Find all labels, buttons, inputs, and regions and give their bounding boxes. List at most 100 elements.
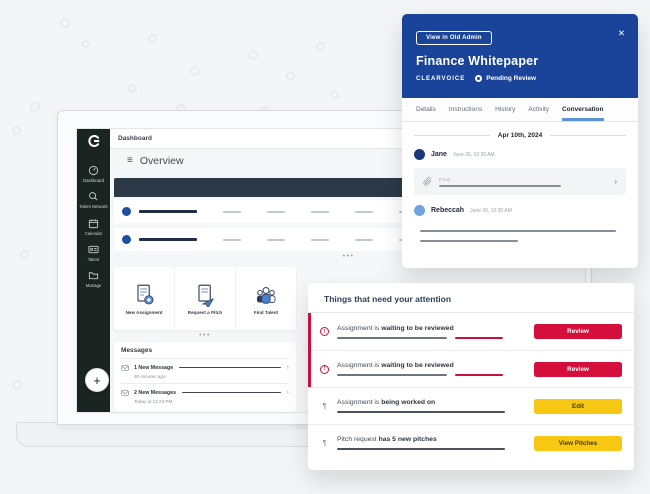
clearvoice-logo-icon (87, 134, 101, 153)
row-text: Assignment is (337, 324, 382, 332)
attention-row: ¶ Assignment is being worked on Edit (308, 387, 634, 424)
row-text-bold: waiting to be reviewed (381, 324, 454, 332)
conversation-header: View in Old Admin ✕ Finance Whitepaper C… (402, 14, 638, 98)
brand-label: CLEARVOICE (416, 75, 466, 82)
row-avatar-dot (122, 235, 131, 244)
date-label: Apr 10th, 2024 (497, 132, 543, 139)
row-text: Assignment is (337, 362, 382, 369)
decor-ring (286, 72, 295, 81)
skeleton-dash (355, 210, 373, 213)
conversation-message: Rebeccah June 26, 10:35 AM (414, 205, 626, 216)
decor-ring (20, 250, 29, 259)
decor-ring (148, 34, 157, 43)
envelope-icon (121, 365, 129, 371)
skeleton-dash (311, 210, 329, 213)
alert-rows: ! Assignment is waiting to be reviewed R… (308, 313, 634, 387)
skeleton-dash (223, 210, 241, 213)
conversation-message: Jane June 26, 10:30 AM (414, 149, 626, 160)
row-text-bold: being worked on (381, 399, 436, 406)
tab-details[interactable]: Details (416, 106, 436, 113)
overview-header: ≡ Overview (127, 155, 184, 167)
decor-ring (248, 50, 258, 60)
skeleton-dash (267, 210, 285, 213)
sidebar-item-dashboard[interactable]: Dashboard (77, 161, 110, 187)
tab-activity[interactable]: Activity (528, 106, 549, 113)
calendar-icon (88, 219, 99, 228)
chevron-right-icon[interactable]: › (286, 389, 289, 396)
file-attachment[interactable]: FILE › (414, 168, 626, 195)
action-label: New Assignment (125, 309, 163, 315)
decor-ring (12, 380, 22, 390)
gauge-icon (88, 165, 99, 176)
conversation-body: Apr 10th, 2024 Jane June 26, 10:30 AM FI… (402, 122, 638, 242)
new-assignment-icon (137, 284, 154, 305)
attention-title: Things that need your attention (324, 294, 452, 304)
message-title: 2 New Messages (134, 389, 177, 396)
avatar (414, 149, 425, 160)
sidebar-item-label: Talent Network (79, 204, 108, 210)
sender-name: Rebeccah (431, 207, 465, 214)
skeleton-dash (267, 238, 285, 241)
action-label: Request a Pitch (187, 309, 223, 315)
decor-ring (30, 102, 40, 112)
sidebar-item-label: Calendar (84, 230, 103, 236)
tab-instructions[interactable]: Instructions (448, 106, 483, 113)
add-button[interactable]: + (85, 368, 109, 392)
row-text-bold: has 5 new pitches (378, 436, 437, 443)
tab-bar: Details Instructions History Activity Co… (402, 98, 638, 122)
review-button[interactable]: Review (534, 324, 622, 339)
message-timestamp: June 26, 10:35 AM (470, 207, 512, 214)
page-title: Overview (139, 155, 184, 167)
message-list-item[interactable]: 1 New Message › 20 minutes ago (121, 359, 289, 383)
ellipsis: ••• (342, 253, 355, 260)
topbar-title: Dashboard (118, 135, 152, 142)
action-request-pitch[interactable]: Request a Pitch (174, 267, 235, 330)
row-avatar-dot (122, 207, 131, 216)
pending-status-icon (475, 75, 483, 82)
sidebar-item-talent-network[interactable]: Talent Network (77, 187, 110, 213)
sidebar-item-manage[interactable]: Manage (77, 266, 110, 292)
sidebar-item-label: Manage (85, 283, 102, 289)
chevron-right-icon[interactable]: › (614, 177, 617, 186)
status-badge: Pending Review (475, 75, 536, 82)
chevron-right-icon[interactable]: › (286, 364, 289, 371)
decor-ring (330, 90, 339, 99)
sidebar-item-talent[interactable]: Talent (77, 240, 110, 266)
conversation-card: View in Old Admin ✕ Finance Whitepaper C… (402, 14, 638, 268)
file-label: FILE (439, 176, 451, 182)
skeleton-line (337, 448, 505, 450)
skeleton-line (179, 366, 281, 369)
skeleton-line (337, 411, 505, 413)
messages-card: Messages 1 New Message › 20 minutes ago … (114, 342, 296, 412)
tab-history[interactable]: History (495, 106, 516, 113)
action-find-talent[interactable]: Find Talent (235, 267, 296, 330)
attention-card: Things that need your attention ! Assign… (308, 283, 634, 470)
action-label: Find Talent (253, 309, 279, 315)
tab-conversation[interactable]: Conversation (562, 98, 604, 121)
action-new-assignment[interactable]: New Assignment (114, 267, 174, 330)
divider (308, 312, 634, 313)
decor-ring (316, 42, 325, 51)
skeleton-line (455, 374, 503, 376)
row-text: Pitch request (337, 436, 379, 443)
avatar (414, 205, 425, 216)
hamburger-icon[interactable]: ≡ (127, 155, 133, 166)
decor-ring (82, 40, 90, 48)
skeleton-dash (311, 238, 329, 241)
row-text: Assignment is (337, 399, 382, 406)
edit-button[interactable]: Edit (534, 398, 622, 414)
decor-ring (128, 84, 137, 93)
id-card-icon (88, 245, 99, 254)
view-pitches-button[interactable]: View Pitches (534, 435, 622, 451)
close-icon[interactable]: ✕ (617, 28, 625, 38)
sidebar-item-label: Dashboard (82, 178, 105, 183)
view-old-admin-button[interactable]: View in Old Admin (416, 31, 492, 45)
sender-name: Jane (431, 151, 447, 158)
attention-row: ! Assignment is waiting to be reviewed R… (311, 350, 634, 387)
message-list-item[interactable]: 2 New Messages › Today at 12:23 PM (121, 383, 289, 408)
skeleton-line (439, 184, 561, 187)
sidebar-item-calendar[interactable]: Calendar (77, 214, 110, 240)
paragraph-icon: ¶ (322, 439, 327, 447)
review-button[interactable]: Review (534, 361, 622, 377)
